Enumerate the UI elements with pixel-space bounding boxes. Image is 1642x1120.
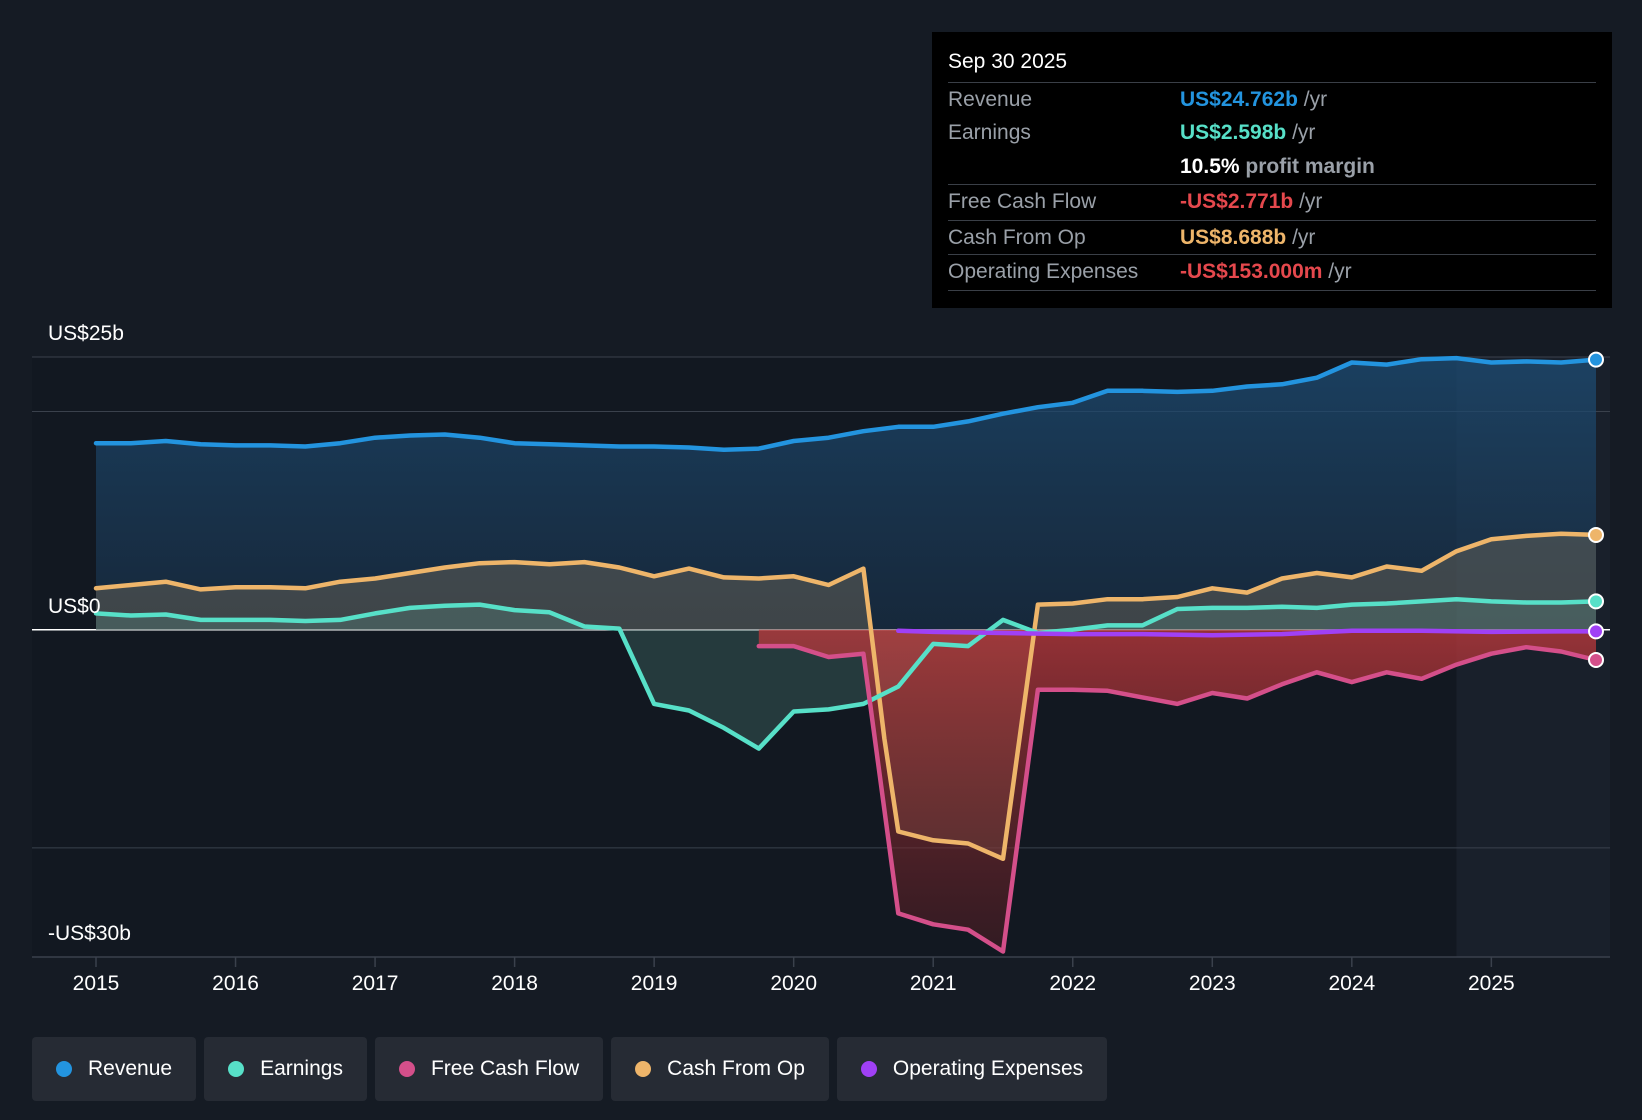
tooltip-cfo-value: US$8.688b: [1180, 226, 1287, 249]
legend-item-operating-expenses[interactable]: Operating Expenses: [836, 1037, 1108, 1101]
financial-chart: US$25b US$0 -US$30b 2015 2016 2017 2018 2019…: [32, 322, 1610, 995]
legend-item-free-cash-flow[interactable]: Free Cash Flow: [374, 1037, 604, 1101]
fcf-line: [756, 643, 1599, 954]
x-tick-label-2020: 2020: [770, 972, 817, 995]
legend-label-revenue: Revenue: [88, 1057, 173, 1080]
tooltip-opex-unit: /yr: [1328, 260, 1352, 283]
legend-dot-revenue: [56, 1061, 72, 1077]
revenue-area: [96, 358, 1596, 630]
data-tooltip: Sep 30 2025 Revenue US$24.762b /yr Earni…: [932, 32, 1612, 308]
tooltip-opex-label: Operating Expenses: [948, 260, 1139, 283]
x-tick-label-2015: 2015: [73, 972, 120, 995]
tooltip-cfo-label: Cash From Op: [948, 226, 1086, 249]
legend-dot-earnings: [228, 1061, 245, 1077]
tooltip-row-revenue: Revenue US$24.762b /yr: [948, 82, 1596, 117]
tooltip-revenue-unit: /yr: [1303, 88, 1328, 111]
free-cash-flow-area: [758, 629, 1596, 952]
tooltip-margin-text: profit margin: [1245, 155, 1375, 178]
earnings-area: [96, 599, 1596, 749]
tooltip-row-opex: Operating Expenses -US$153.000m /yr: [948, 254, 1596, 289]
x-tick-label-2021: 2021: [910, 972, 957, 995]
tooltip-date: Sep 30 2025: [948, 50, 1068, 73]
x-tick-label-2023: 2023: [1189, 972, 1236, 995]
legend-dot-cash-from-op: [635, 1061, 652, 1077]
tooltip-revenue-value: US$24.762b: [1180, 88, 1298, 111]
x-tick-label-2019: 2019: [631, 972, 678, 995]
fcf-end-dot: [1588, 651, 1604, 668]
legend-label-earnings: Earnings: [260, 1057, 343, 1080]
opex-line: [896, 628, 1599, 638]
legend-item-earnings[interactable]: Earnings: [204, 1037, 367, 1101]
tooltip-row-fcf: Free Cash Flow -US$2.771b /yr: [948, 184, 1596, 219]
y-label-bottom: -US$30b: [48, 922, 131, 945]
legend-dot-free-cash-flow: [398, 1061, 415, 1077]
legend-dot-operating-expenses: [860, 1061, 877, 1077]
revenue-end-dot: [1588, 351, 1604, 368]
tooltip-fcf-unit: /yr: [1299, 190, 1323, 213]
tooltip-row-cfo: Cash From Op US$8.688b /yr: [948, 220, 1596, 255]
x-tick-label-2024: 2024: [1328, 972, 1375, 995]
opex-end-dot: [1588, 623, 1604, 640]
tooltip-earnings-label: Earnings: [948, 121, 1031, 144]
tooltip-earnings-unit: /yr: [1292, 121, 1316, 144]
legend-label-cash-from-op: Cash From Op: [667, 1057, 805, 1080]
tooltip-margin-value: 10.5%: [1180, 155, 1240, 178]
x-tick-label-2025: 2025: [1468, 972, 1515, 995]
tooltip-fcf-label: Free Cash Flow: [948, 190, 1097, 213]
tooltip-revenue-label: Revenue: [948, 88, 1033, 111]
revenue-line: [93, 355, 1599, 452]
y-label-top: US$25b: [48, 322, 124, 345]
tooltip-row-earnings: Earnings US$2.598b /yr: [948, 116, 1596, 150]
x-tick-label-2018: 2018: [491, 972, 538, 995]
x-tick-label-2017: 2017: [352, 972, 399, 995]
tooltip-opex-value: -US$153.000m: [1180, 260, 1323, 283]
tooltip-earnings-value: US$2.598b: [1180, 121, 1287, 144]
earnings-end-dot: [1588, 593, 1604, 610]
legend-item-revenue[interactable]: Revenue: [32, 1037, 197, 1101]
tooltip-row-margin: 10.5% profit margin: [948, 150, 1596, 184]
x-tick-label-2022: 2022: [1049, 972, 1096, 995]
x-tick-label-2016: 2016: [212, 972, 259, 995]
cash-from-op-area: [96, 533, 1596, 859]
cfo-end-dot: [1588, 526, 1604, 543]
y-label-zero: US$0: [48, 595, 101, 618]
tooltip-divider: [948, 290, 1596, 291]
tooltip-cfo-unit: /yr: [1292, 226, 1316, 249]
legend-item-cash-from-op[interactable]: Cash From Op: [611, 1037, 829, 1101]
cfo-line: [93, 531, 1599, 862]
legend-label-free-cash-flow: Free Cash Flow: [430, 1057, 580, 1080]
earnings-line: [93, 596, 1599, 751]
tooltip-fcf-value: -US$2.771b: [1180, 190, 1294, 213]
chart-legend: Revenue Earnings Free Cash Flow Cash Fro…: [32, 1037, 1115, 1101]
legend-label-operating-expenses: Operating Expenses: [892, 1057, 1084, 1080]
